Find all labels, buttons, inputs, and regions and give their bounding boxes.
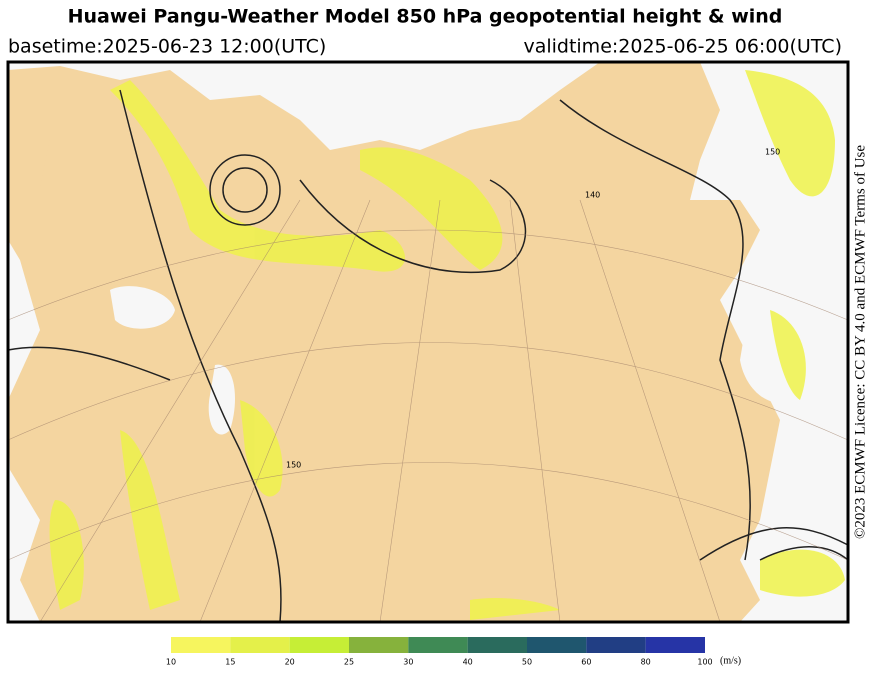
graticule — [7, 199, 849, 623]
colorbar-box — [467, 637, 527, 653]
colorbar-tick-label: 60 — [581, 658, 591, 667]
sea — [208, 364, 235, 435]
colorbar-unit: (m/s) — [720, 655, 741, 666]
map-frame — [6, 60, 850, 624]
basetime: basetime:2025-06-23 12:00(UTC) — [8, 36, 326, 58]
colorbar-box — [527, 637, 587, 653]
map: 150 140 150 — [6, 60, 850, 624]
colorbar-box — [645, 637, 705, 653]
contour-label: 140 — [585, 191, 600, 200]
colorbar-tick-label: 30 — [403, 658, 413, 667]
colorbar-tick-label: 50 — [522, 658, 532, 667]
colorbar-box — [289, 637, 349, 653]
colorbar-box — [230, 637, 290, 653]
wind-shading — [49, 70, 845, 620]
contours — [7, 89, 849, 623]
colorbar-tick-label: 15 — [225, 658, 235, 667]
colorbar-tick-label: 100 — [697, 658, 712, 667]
land — [8, 90, 50, 200]
title: Huawei Pangu-Weather Model 850 hPa geopo… — [68, 6, 783, 28]
sea — [110, 286, 175, 329]
colorbar-box — [408, 637, 468, 653]
license: ©2023 ECMWF Licence: CC BY 4.0 and ECMWF… — [852, 145, 868, 539]
land — [8, 62, 780, 622]
colorbar-box — [171, 637, 231, 653]
colorbar: 10 15 20 25 30 40 50 60 80 100 (m/s) — [166, 637, 741, 667]
contour-label: 150 — [286, 461, 301, 470]
colorbar-tick-label: 25 — [344, 658, 354, 667]
contour-label: 150 — [765, 148, 780, 157]
colorbar-tick-label: 10 — [166, 658, 176, 667]
colorbar-box — [586, 637, 646, 653]
colorbar-tick-label: 40 — [463, 658, 473, 667]
validtime: validtime:2025-06-25 06:00(UTC) — [523, 36, 842, 58]
sea — [770, 62, 848, 230]
colorbar-tick-label: 20 — [285, 658, 295, 667]
colorbar-box — [349, 637, 409, 653]
colorbar-tick-label: 80 — [641, 658, 651, 667]
